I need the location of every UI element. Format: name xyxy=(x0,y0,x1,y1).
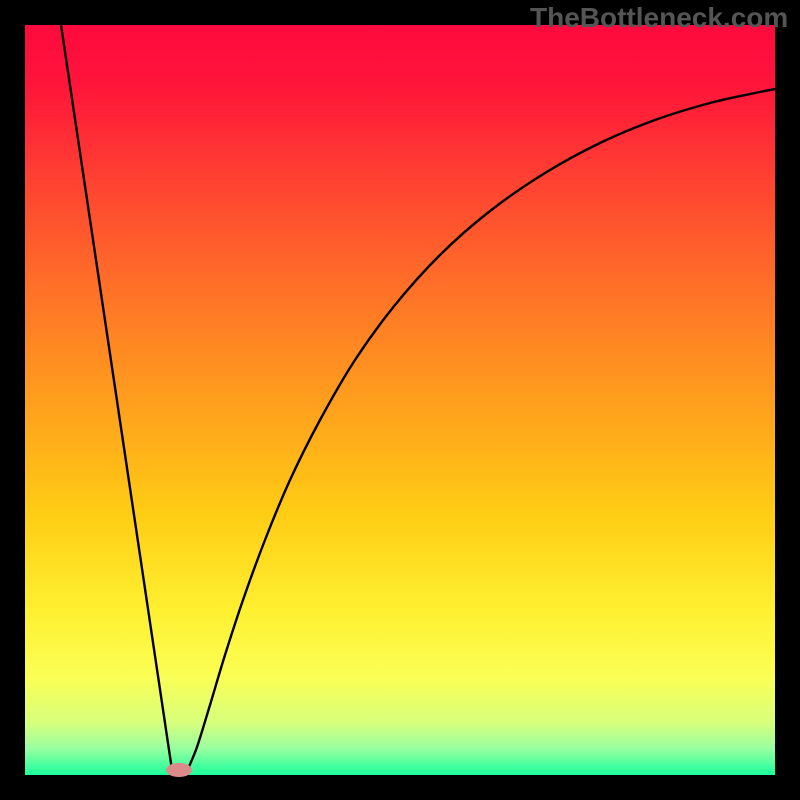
curve-right-segment xyxy=(187,89,775,771)
minimum-marker xyxy=(166,763,192,777)
curve-left-segment xyxy=(61,25,172,770)
attribution-text: TheBottleneck.com xyxy=(530,2,788,34)
bottleneck-chart xyxy=(25,25,775,775)
bottleneck-curve xyxy=(25,25,775,775)
